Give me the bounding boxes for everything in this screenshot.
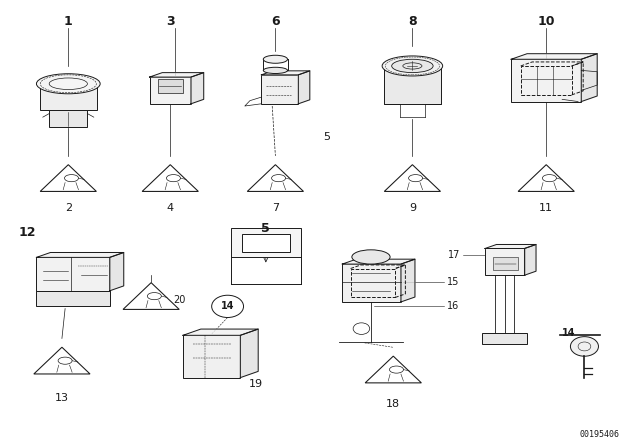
Text: 12: 12 bbox=[18, 226, 36, 239]
Circle shape bbox=[212, 295, 244, 318]
Text: 17: 17 bbox=[448, 250, 460, 260]
Polygon shape bbox=[183, 329, 258, 335]
Polygon shape bbox=[241, 329, 258, 378]
Polygon shape bbox=[485, 249, 525, 275]
Text: 13: 13 bbox=[55, 392, 69, 403]
Text: 20: 20 bbox=[173, 295, 186, 305]
Polygon shape bbox=[34, 347, 90, 374]
Polygon shape bbox=[247, 165, 303, 191]
Text: 4: 4 bbox=[166, 203, 174, 213]
Polygon shape bbox=[518, 165, 574, 191]
Ellipse shape bbox=[263, 67, 287, 73]
Polygon shape bbox=[342, 264, 401, 302]
Text: 3: 3 bbox=[166, 15, 175, 28]
FancyBboxPatch shape bbox=[36, 291, 109, 306]
Polygon shape bbox=[150, 77, 191, 104]
Text: 9: 9 bbox=[409, 203, 416, 213]
FancyBboxPatch shape bbox=[493, 258, 518, 270]
Text: 1: 1 bbox=[64, 15, 73, 28]
Text: 14: 14 bbox=[562, 328, 575, 338]
Text: 5: 5 bbox=[323, 132, 330, 142]
Ellipse shape bbox=[382, 56, 443, 76]
Text: 5: 5 bbox=[262, 222, 270, 235]
FancyBboxPatch shape bbox=[231, 228, 301, 258]
FancyBboxPatch shape bbox=[483, 333, 527, 344]
Polygon shape bbox=[401, 259, 415, 302]
Polygon shape bbox=[36, 253, 124, 258]
Polygon shape bbox=[384, 66, 441, 104]
Text: 00195406: 00195406 bbox=[579, 430, 620, 439]
Polygon shape bbox=[485, 245, 536, 249]
Text: 16: 16 bbox=[447, 302, 460, 311]
Text: 18: 18 bbox=[386, 399, 401, 409]
Polygon shape bbox=[511, 59, 581, 102]
Text: 10: 10 bbox=[538, 15, 555, 28]
Polygon shape bbox=[36, 258, 109, 291]
FancyBboxPatch shape bbox=[49, 110, 88, 127]
FancyBboxPatch shape bbox=[157, 79, 183, 93]
Polygon shape bbox=[150, 73, 204, 77]
Text: 8: 8 bbox=[408, 15, 417, 28]
Ellipse shape bbox=[36, 74, 100, 94]
Polygon shape bbox=[109, 253, 124, 291]
Polygon shape bbox=[40, 165, 97, 191]
Polygon shape bbox=[40, 84, 97, 111]
Circle shape bbox=[570, 336, 598, 356]
Polygon shape bbox=[261, 71, 310, 75]
Polygon shape bbox=[183, 335, 241, 378]
Polygon shape bbox=[123, 283, 179, 310]
Polygon shape bbox=[365, 356, 421, 383]
Polygon shape bbox=[342, 259, 415, 264]
Ellipse shape bbox=[392, 59, 433, 73]
Text: 19: 19 bbox=[249, 379, 263, 389]
Text: 15: 15 bbox=[447, 277, 460, 287]
Polygon shape bbox=[384, 165, 440, 191]
Ellipse shape bbox=[263, 55, 287, 63]
Polygon shape bbox=[298, 71, 310, 104]
Text: 11: 11 bbox=[540, 203, 553, 213]
Text: 6: 6 bbox=[271, 15, 280, 28]
Ellipse shape bbox=[352, 250, 390, 264]
Polygon shape bbox=[581, 54, 597, 102]
Text: 14: 14 bbox=[221, 302, 234, 311]
FancyBboxPatch shape bbox=[242, 234, 290, 252]
Polygon shape bbox=[511, 54, 597, 59]
Polygon shape bbox=[261, 75, 298, 104]
Text: 7: 7 bbox=[272, 203, 279, 213]
Polygon shape bbox=[142, 165, 198, 191]
Polygon shape bbox=[191, 73, 204, 104]
Polygon shape bbox=[525, 245, 536, 275]
Text: 2: 2 bbox=[65, 203, 72, 213]
